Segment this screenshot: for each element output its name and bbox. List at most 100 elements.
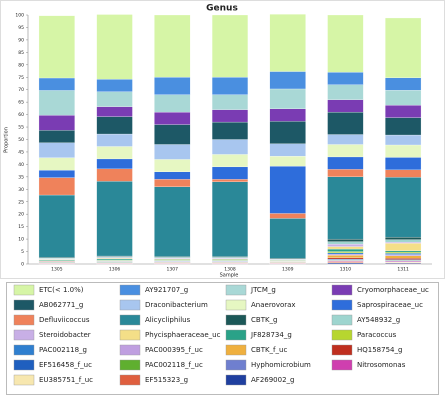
bar-segment xyxy=(211,154,249,168)
bar-segment xyxy=(327,251,364,253)
legend-label: Phycisphaeraceae_uc xyxy=(145,331,221,339)
bar-segment xyxy=(96,79,133,92)
bar-segment xyxy=(327,134,364,145)
legend-label: Cryomorphaceae_uc xyxy=(357,286,429,294)
x-tick-label: 1306 xyxy=(109,267,121,273)
bar-segment xyxy=(385,251,422,254)
legend-label: Steroidobacter xyxy=(39,331,91,339)
bar-segment xyxy=(154,124,191,145)
y-tick-label: 70 xyxy=(18,87,24,93)
bar-segment xyxy=(269,108,306,122)
bar-segment xyxy=(385,241,422,244)
bar-segment xyxy=(38,157,75,171)
y-tick-label: 75 xyxy=(18,75,24,81)
legend-label: PAC000395_f_uc xyxy=(145,346,203,354)
legend-swatch xyxy=(119,284,141,296)
legend-frame xyxy=(6,282,439,395)
bar-segment xyxy=(327,72,364,85)
legend-swatch xyxy=(331,344,353,356)
bar-segment xyxy=(269,71,306,90)
legend-swatch xyxy=(331,314,353,326)
bar-segment xyxy=(327,84,364,100)
bar-segment xyxy=(38,130,75,143)
bar-segment xyxy=(385,258,422,260)
bar-segment xyxy=(38,115,75,131)
bar-segment xyxy=(327,156,364,170)
legend-swatch xyxy=(225,344,247,356)
legend-label: Anaerovorax xyxy=(251,301,296,309)
x-axis-label: Sample xyxy=(220,273,239,279)
bar-segment xyxy=(38,170,75,178)
bar-segment xyxy=(38,77,75,91)
y-axis-label: Proportion xyxy=(4,127,10,153)
bar-segment xyxy=(327,169,364,177)
bar-segment xyxy=(269,14,306,72)
bar-segment xyxy=(154,77,191,95)
bar-segment xyxy=(327,99,364,113)
legend-swatch xyxy=(119,329,141,341)
bar-segment xyxy=(211,179,249,182)
bar-segment xyxy=(385,77,422,91)
x-tick-label: 1309 xyxy=(282,267,294,273)
bar-segment xyxy=(385,90,422,106)
bar-segment xyxy=(96,158,133,170)
bar-segment xyxy=(327,262,364,265)
bar-segment xyxy=(385,239,422,243)
legend-swatch xyxy=(13,284,35,296)
legend-label: Defluviicoccus xyxy=(39,316,90,324)
legend-label: JTCM_g xyxy=(250,286,276,294)
bar-segment xyxy=(38,15,75,79)
y-tick-label: 20 xyxy=(18,212,24,218)
legend-label: CBTK_g xyxy=(251,316,278,324)
bar-segment xyxy=(154,171,191,180)
bar-segment xyxy=(96,168,133,182)
legend-swatch xyxy=(119,374,141,386)
y-tick-label: 15 xyxy=(18,224,24,230)
bar-segment xyxy=(154,179,191,187)
bar-segment xyxy=(96,116,133,135)
bar-segment xyxy=(96,106,133,117)
x-tick-label: 1310 xyxy=(340,267,352,273)
bar-segment xyxy=(327,111,364,135)
bar-segment xyxy=(385,254,422,256)
legend-swatch xyxy=(225,299,247,311)
bar-segment xyxy=(154,94,191,113)
legend-label: Saprospiraceae_uc xyxy=(357,301,423,309)
bar-segment xyxy=(96,181,133,257)
y-tick-label: 65 xyxy=(18,100,24,106)
bar-segment xyxy=(154,159,191,172)
bar-segment xyxy=(38,142,75,158)
bar-segment xyxy=(327,253,364,256)
legend-swatch xyxy=(331,284,353,296)
bar-segment xyxy=(385,105,422,118)
legend-swatch xyxy=(13,329,35,341)
x-tick-label: 1308 xyxy=(224,267,236,273)
legend-swatch xyxy=(13,314,35,326)
bar-segment xyxy=(327,255,364,258)
bar-segment xyxy=(269,156,306,167)
bar-segment xyxy=(385,117,422,136)
bar-segment xyxy=(385,253,422,255)
bar-segment xyxy=(96,258,133,261)
bar-segment xyxy=(211,109,249,123)
y-tick-label: 40 xyxy=(18,162,24,168)
bar-segment xyxy=(385,243,422,251)
bar-segment xyxy=(211,14,249,78)
legend-swatch xyxy=(225,359,247,371)
bar-segment xyxy=(385,144,422,158)
bar-segment xyxy=(269,218,306,259)
bar-segment xyxy=(269,213,306,219)
bar-segment xyxy=(385,134,422,146)
bar-segment xyxy=(385,177,422,238)
legend-swatch xyxy=(13,344,35,356)
bar-segment xyxy=(385,157,422,171)
y-tick-label: 55 xyxy=(18,125,24,131)
bar-segment xyxy=(269,121,306,144)
legend-swatch xyxy=(13,299,35,311)
y-tick-label: 60 xyxy=(18,112,24,118)
y-tick-label: 45 xyxy=(18,149,24,155)
legend-swatch xyxy=(13,374,35,386)
bar-segment xyxy=(211,94,249,110)
bar-segment xyxy=(385,169,422,178)
